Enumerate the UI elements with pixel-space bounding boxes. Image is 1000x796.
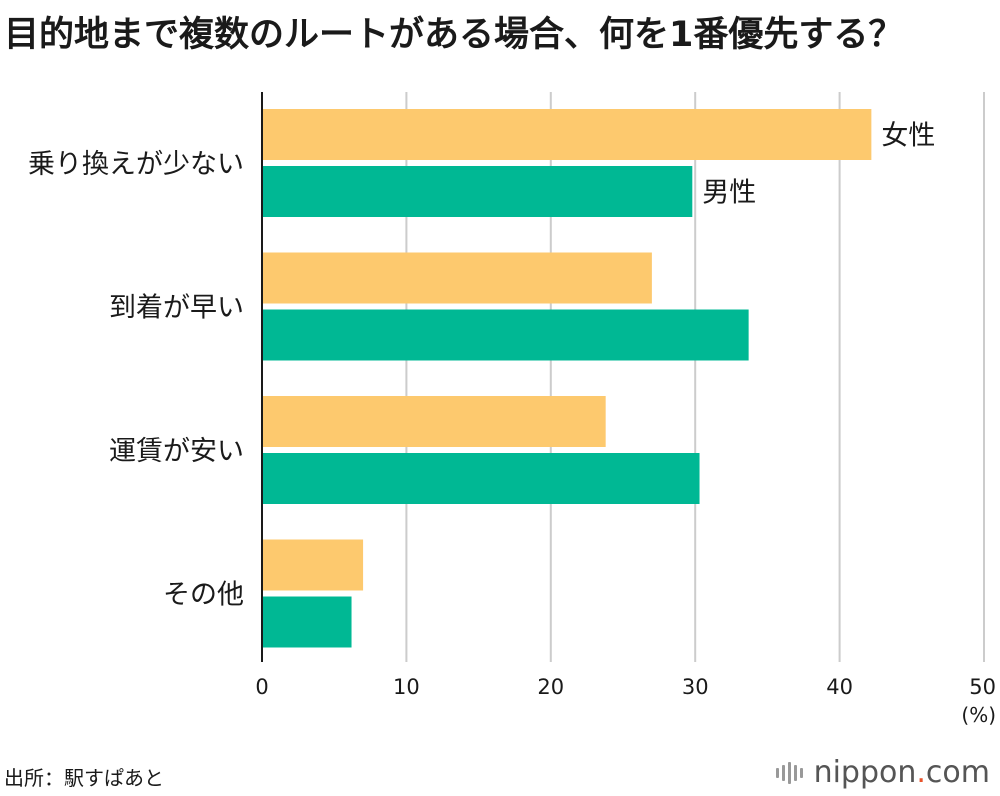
x-axis-ticks: 0 10 20 30 40 50 (255, 675, 996, 699)
category-label-0: 乗り換えが少ない (28, 149, 244, 180)
bar-male-0 (262, 166, 693, 217)
series-label-male: 男性 (702, 178, 756, 209)
x-tick-label-30: 30 (682, 675, 709, 699)
bar-female-3 (262, 539, 364, 591)
bar-male-1 (262, 309, 749, 361)
logo-name: nippon (813, 755, 917, 790)
x-axis-unit-label: (%) (961, 703, 996, 727)
bar-male-3 (262, 596, 352, 648)
x-tick-label-20: 20 (537, 675, 564, 699)
logo-dot: . (916, 755, 926, 790)
x-tick-label-0: 0 (255, 675, 268, 699)
bar-female-0 (262, 109, 872, 160)
bar-male-2 (262, 453, 700, 504)
source-note: 出所：駅すぱあと (4, 766, 164, 790)
category-label-1: 到着が早い (109, 293, 244, 324)
nippon-logo: nippon. com (775, 755, 990, 790)
x-tick-label-50: 50 (969, 675, 996, 699)
series-label-female: 女性 (881, 121, 935, 152)
x-tick-label-40: 40 (826, 675, 853, 699)
chart-title: 目的地まで複数のルートがある場合、何を1番優先する？ (4, 15, 904, 55)
category-label-3: その他 (163, 580, 244, 611)
bar-female-1 (262, 252, 652, 304)
logo-tld: com (925, 755, 990, 790)
bars (262, 109, 872, 648)
category-label-2: 運賃が安い (109, 436, 244, 467)
x-tick-label-10: 10 (393, 675, 420, 699)
logo-bars-icon (775, 761, 806, 784)
bar-female-2 (262, 396, 606, 447)
